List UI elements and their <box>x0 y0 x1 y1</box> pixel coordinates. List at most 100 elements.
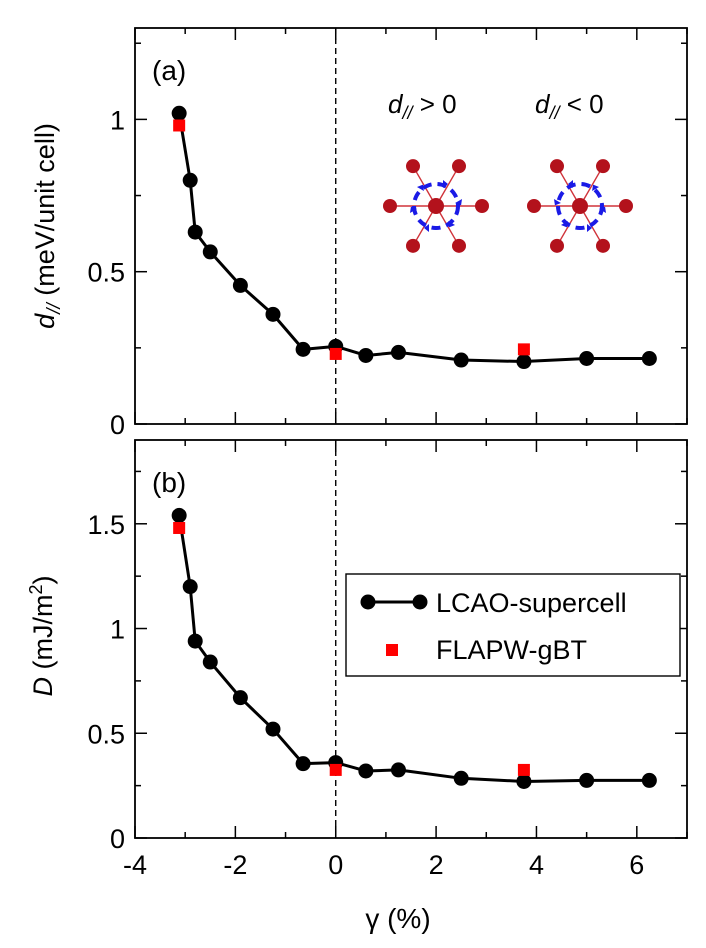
panel-a-lcao-point <box>187 224 203 240</box>
panel-b-lcao-point <box>182 579 198 595</box>
legend-marker-lcao-right <box>412 594 428 610</box>
inset-positive-molecule <box>383 159 489 253</box>
inset-dmi-arrow <box>424 224 429 232</box>
inset-dmi-arrow <box>599 206 607 213</box>
inset-atom <box>596 238 610 253</box>
inset-dmi-arrow <box>568 180 573 188</box>
panel-b-lcao-point <box>579 772 595 788</box>
legend-marker-flapw <box>386 644 398 656</box>
x-tick-label: 6 <box>629 850 644 880</box>
panel-a-ytick-label: 1 <box>110 105 125 135</box>
inset-negative-label: d// < 0 <box>535 89 604 123</box>
legend-label-flapw: FLAPW-gBT <box>436 635 587 665</box>
panel-b-lcao-point <box>202 654 218 670</box>
panel-b-flapw-point <box>329 763 342 776</box>
panel-a-lcao-point <box>641 351 657 367</box>
panel-a-lcao-point <box>453 352 469 368</box>
inset-dmi-arrow <box>455 199 463 206</box>
panel-a-label: (a) <box>152 55 186 86</box>
legend-marker-lcao-left <box>360 594 376 610</box>
panel-a-data <box>171 105 657 370</box>
legend-label-lcao: LCAO-supercell <box>436 588 627 618</box>
inset-atom <box>475 199 489 213</box>
panel-b-frame <box>134 439 688 839</box>
panel-a-flapw-point <box>329 347 342 360</box>
x-tick-label: 0 <box>328 850 343 880</box>
panel-a-ytick-label: 0 <box>110 410 125 440</box>
x-tick-labels: -4 -2 0 2 4 6 <box>123 850 644 880</box>
panel-b-lcao-point <box>295 756 311 772</box>
x-tick-label: 2 <box>429 850 444 880</box>
panel-a-lcao-point <box>295 341 311 357</box>
panel-a-lcao-point <box>202 244 218 260</box>
inset-atom <box>550 159 564 174</box>
panel-a-ytick-label: 0.5 <box>87 258 125 288</box>
panel-a-flapw-point <box>173 119 186 132</box>
inset-atom-center <box>428 198 444 214</box>
panel-b-lcao-point <box>232 690 248 706</box>
panel-a-ylabel: d// (meV/unit cell) <box>30 123 65 329</box>
inset-dmi-arrow <box>409 206 417 213</box>
panel-a-lcao-point <box>579 351 595 367</box>
inset-positive-dmi: d// > 0 <box>383 89 489 253</box>
panel-b-axes: 0 0.5 1 1.5 <box>87 440 688 854</box>
inset-dmi-arrow <box>560 221 568 228</box>
panel-b-lcao-point <box>453 770 469 786</box>
panel-b-lcao-point <box>516 773 532 789</box>
inset-atom <box>527 199 541 213</box>
inset-atom-center <box>572 198 588 214</box>
panel-a-flapw-point <box>517 343 530 356</box>
inset-atom <box>406 238 420 253</box>
inset-positive-label: d// > 0 <box>388 89 457 123</box>
panel-b-flapw-point <box>173 521 186 534</box>
panel-b: 0 0.5 1 1.5 (b) D (mJ/m2) LCAO-supercell FL… <box>26 439 688 854</box>
panel-a-lcao-point <box>358 347 374 363</box>
panel-b-ylabel-sup: 2 <box>26 585 46 595</box>
inset-dmi-arrow <box>553 199 561 206</box>
inset-atom <box>596 159 610 174</box>
inset-atom <box>452 238 466 253</box>
x-tick-label: 4 <box>529 850 544 880</box>
panel-a-axes: 00.51 <box>87 28 688 440</box>
panel-a-ylabel-sub: // <box>44 302 65 316</box>
panel-a-lcao-point <box>390 344 406 360</box>
inset-dmi-arrow <box>587 224 592 232</box>
inset-dmi-arrow <box>448 221 456 228</box>
panel-b-lcao-point <box>187 633 203 649</box>
inset-atom <box>383 199 397 213</box>
panel-a-frame <box>134 27 688 425</box>
panel-b-ytick-label: 0.5 <box>87 719 125 749</box>
panel-a-ylabel-symbol: d <box>30 313 60 329</box>
panel-b-lcao-point <box>641 772 657 788</box>
inset-dmi-ring <box>412 182 460 230</box>
panel-b-lcao-point <box>358 763 374 779</box>
inset-negative-dmi: d// < 0 <box>527 89 633 253</box>
panel-b-lcao-point <box>265 721 281 737</box>
panel-a: 00.51 (a) d// (meV/unit cell) d// > 0 d/… <box>30 27 688 440</box>
panel-a-lcao-point <box>516 354 532 370</box>
inset-dmi-arrow <box>416 184 424 191</box>
inset-atom <box>406 159 420 174</box>
panel-a-ylabel-unit: (meV/unit cell) <box>30 123 60 303</box>
inset-dmi-ring <box>556 182 604 230</box>
panel-b-ytick-label: 0 <box>110 824 125 854</box>
panel-a-lcao-point <box>182 172 198 188</box>
panel-b-lcao-point <box>390 762 406 778</box>
inset-dmi-arrow <box>592 184 600 191</box>
inset-atom <box>550 238 564 253</box>
inset-dmi-arrow <box>443 180 448 188</box>
x-tick-label: -4 <box>123 850 147 880</box>
panel-b-ylabel: D (mJ/m2) <box>26 576 58 697</box>
x-axis-label: γ (%) <box>365 903 430 934</box>
panel-b-data <box>171 507 657 789</box>
panel-b-flapw-point <box>517 763 530 776</box>
panel-b-ylabel-symbol: D <box>28 677 58 697</box>
panel-b-ylabel-unit: (mJ/m <box>28 595 58 677</box>
panel-b-lcao-point <box>171 507 187 523</box>
panel-a-lcao-line <box>177 113 650 364</box>
inset-atom <box>619 199 633 213</box>
panel-b-ytick-label: 1.5 <box>87 510 125 540</box>
inset-atom <box>452 159 466 174</box>
panel-a-lcao-point <box>171 105 187 121</box>
